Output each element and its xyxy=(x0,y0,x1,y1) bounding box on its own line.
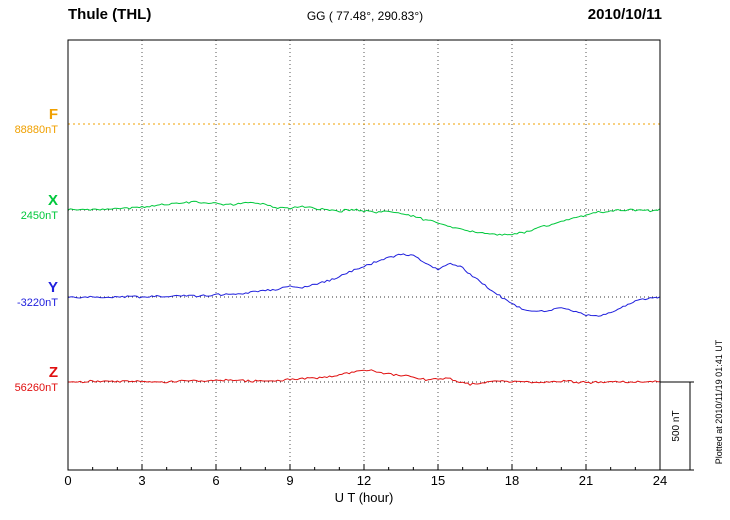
trace-Y xyxy=(67,253,661,317)
gg-coordinates: GG ( 77.48°, 290.83°) xyxy=(306,9,424,23)
x-tick-label: 15 xyxy=(431,473,445,488)
component-Y-letter: Y xyxy=(47,279,58,296)
x-tick-label: 24 xyxy=(653,473,667,488)
plot-date: 2010/10/11 xyxy=(587,6,662,23)
component-X-labels: X 2450nT xyxy=(0,192,58,222)
component-X-baseline-value: 2450nT xyxy=(20,209,58,222)
x-tick-label: 6 xyxy=(212,473,219,488)
component-Y-labels: Y -3220nT xyxy=(0,279,58,309)
x-tick-label: 18 xyxy=(505,473,519,488)
plotted-at-note: Plotted at 2010/11/19 01:41 UT xyxy=(714,339,724,464)
component-Z-labels: Z 56260nT xyxy=(0,364,58,394)
component-F-labels: F 88880nT xyxy=(0,106,58,136)
x-tick-label: 0 xyxy=(64,473,71,488)
component-F-letter: F xyxy=(48,106,58,123)
x-axis-label: U T (hour) xyxy=(334,490,394,505)
trace-X xyxy=(67,200,661,236)
plot-border xyxy=(67,39,661,471)
x-tick-label: 3 xyxy=(138,473,145,488)
component-Z-baseline-value: 56260nT xyxy=(14,381,58,394)
component-F-baseline-value: 88880nT xyxy=(14,123,58,136)
component-X-letter: X xyxy=(47,192,58,209)
x-tick-label: 9 xyxy=(286,473,293,488)
component-Y-baseline-value: -3220nT xyxy=(17,296,58,309)
x-tick-label: 12 xyxy=(357,473,371,488)
component-Z-letter: Z xyxy=(48,364,58,381)
station-name: Thule (THL) xyxy=(68,6,152,23)
scale-bar-label: 500 nT xyxy=(671,410,682,441)
trace-Z xyxy=(68,369,661,386)
x-tick-label: 21 xyxy=(579,473,593,488)
